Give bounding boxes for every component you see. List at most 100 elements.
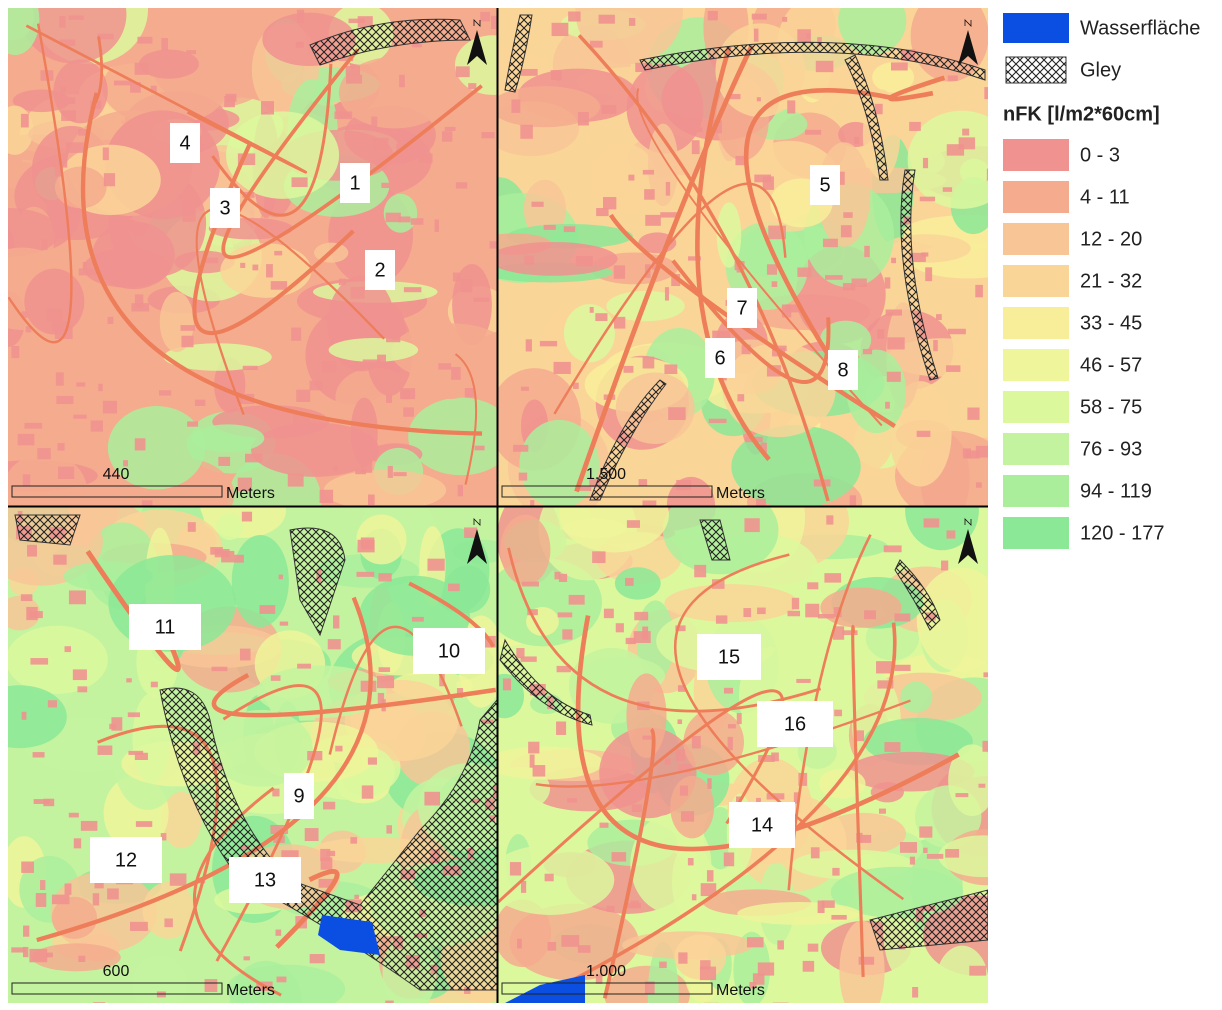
building [379, 667, 390, 672]
building [77, 686, 87, 692]
map-panel: 56781.500Meters [464, 0, 1044, 534]
building [644, 189, 655, 200]
soil-area [664, 584, 798, 622]
area-label: 1 [349, 172, 360, 194]
building [754, 175, 771, 183]
building [568, 12, 580, 22]
building [796, 679, 810, 683]
building [403, 407, 414, 416]
building [724, 688, 733, 694]
building [69, 813, 79, 818]
building [545, 874, 554, 882]
building [339, 279, 346, 285]
building [399, 75, 405, 87]
building [803, 961, 814, 972]
building [643, 170, 654, 175]
building [52, 321, 68, 331]
building [681, 811, 694, 821]
building [520, 125, 533, 139]
building [885, 277, 891, 288]
building [564, 226, 575, 232]
building [912, 987, 918, 998]
building [843, 212, 852, 218]
soil-area [900, 682, 932, 713]
building [924, 518, 940, 527]
building [526, 339, 532, 351]
building [128, 712, 140, 717]
building [305, 828, 319, 841]
building [52, 895, 70, 905]
building [297, 664, 311, 669]
building [181, 336, 193, 348]
building [552, 23, 569, 36]
building [688, 858, 694, 865]
legend-label: Wasserfläche [1080, 17, 1200, 39]
building [955, 793, 968, 797]
building [947, 144, 964, 155]
building [280, 622, 288, 626]
legend-swatch [1003, 181, 1069, 213]
scale-unit: Meters [226, 485, 275, 502]
building [540, 341, 557, 346]
building [368, 757, 377, 764]
building [822, 900, 835, 908]
building [816, 61, 834, 72]
building [310, 954, 325, 963]
building [692, 140, 700, 154]
building [170, 873, 187, 885]
building [604, 609, 614, 618]
building [891, 258, 896, 263]
building [841, 225, 852, 237]
building [792, 598, 799, 610]
building [386, 337, 400, 342]
building [465, 388, 475, 397]
legend-swatch [1003, 349, 1069, 381]
building [135, 294, 143, 307]
building [385, 324, 392, 338]
building [521, 69, 538, 76]
building [333, 466, 338, 472]
building [707, 870, 714, 881]
building [513, 445, 528, 452]
building [767, 264, 777, 274]
soil-area [329, 338, 418, 362]
building [628, 175, 634, 181]
building [93, 893, 99, 905]
building [91, 421, 103, 432]
building [521, 656, 537, 661]
building [271, 281, 287, 290]
legend-label: 76 - 93 [1080, 438, 1142, 460]
building [474, 298, 490, 302]
building [517, 939, 522, 949]
soil-area [220, 243, 311, 298]
building [948, 75, 958, 80]
building [296, 42, 304, 48]
building [917, 431, 931, 437]
map-figure: 1234440Meters56781.500Meters111091213600… [0, 0, 1222, 1005]
building [962, 129, 969, 136]
legend-swatch [1003, 517, 1069, 549]
building [388, 466, 393, 478]
building [634, 631, 651, 643]
building [643, 357, 655, 369]
legend-label: 33 - 45 [1080, 312, 1142, 334]
building [11, 346, 19, 358]
building [664, 364, 677, 374]
building [275, 930, 281, 936]
building [456, 182, 467, 188]
building [895, 665, 911, 671]
building [884, 545, 902, 552]
building [567, 798, 577, 803]
area-label: 10 [438, 640, 460, 662]
building [891, 62, 908, 70]
building [805, 130, 821, 135]
legend-label: 4 - 11 [1080, 186, 1130, 208]
building [69, 16, 84, 20]
area-label: 7 [736, 297, 747, 319]
building [694, 565, 706, 577]
building [900, 842, 917, 853]
building [59, 16, 65, 28]
building [614, 265, 625, 278]
building [277, 977, 287, 983]
scale-value: 1.000 [586, 963, 626, 980]
